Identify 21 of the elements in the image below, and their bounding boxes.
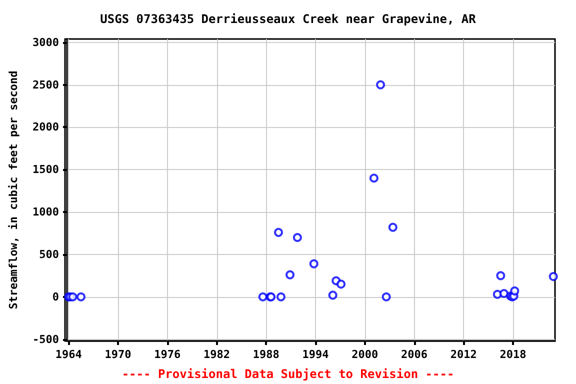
x-tick-label: 1982 [204, 348, 230, 361]
x-tick-label: 1988 [252, 348, 280, 361]
chart-title: USGS 07363435 Derrieusseaux Creek near Grapevine, AR [100, 12, 477, 26]
y-tick-label: 2000 [32, 120, 59, 134]
y-tick-label: -500 [32, 332, 59, 346]
y-tick-label: 2500 [32, 78, 59, 92]
x-tick-label: 1976 [154, 348, 182, 361]
x-tick-label: 2000 [352, 348, 378, 361]
x-tick-label: 2018 [500, 348, 526, 361]
y-tick-label: 500 [39, 248, 59, 261]
x-tick-label: 1964 [55, 348, 82, 361]
text: ---- Provisional Data Subject to Revision ---- [122, 367, 454, 381]
y-tick-label: 3000 [32, 36, 59, 49]
y-tick-label: 0 [52, 290, 59, 304]
y-tick-label: 1000 [32, 206, 59, 219]
y-tick-label: 1500 [32, 163, 59, 176]
x-tick-label: 2012 [450, 348, 477, 361]
x-tick-label: 1994 [302, 348, 330, 361]
y-axis-title: Streamflow, in cubic feet per second [7, 70, 20, 310]
x-tick-label: 1970 [104, 348, 132, 361]
x-tick-label: 2006 [401, 348, 428, 361]
